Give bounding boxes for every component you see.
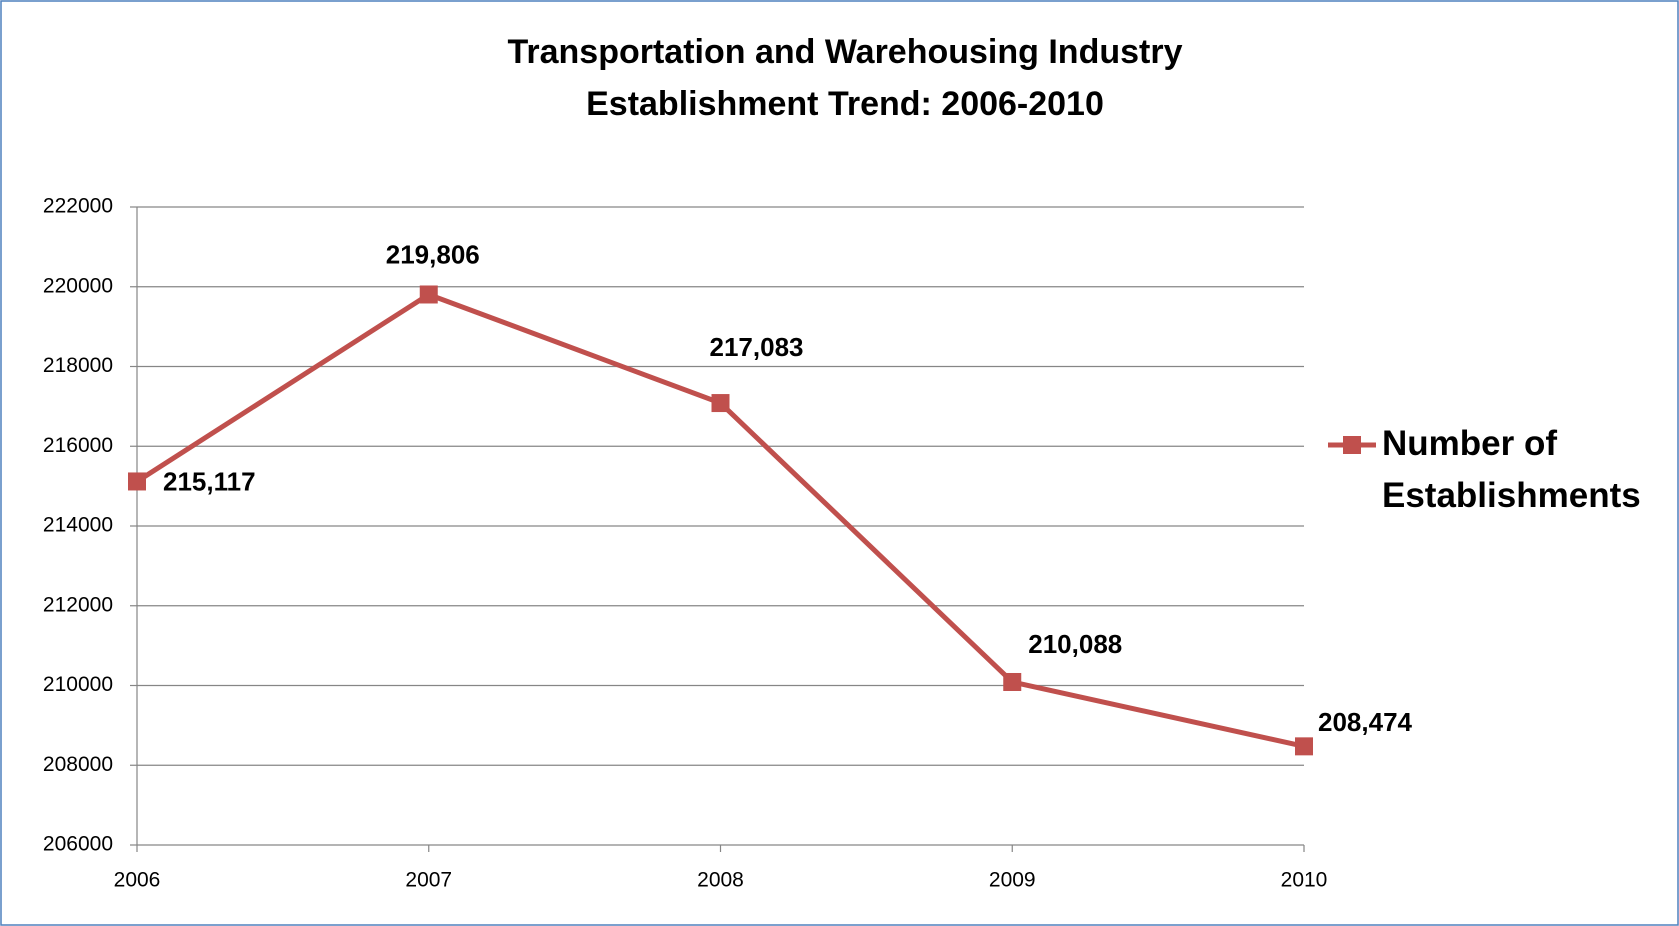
y-tick-label: 210000 — [43, 673, 113, 696]
y-tick-label: 214000 — [43, 514, 113, 537]
marker — [419, 285, 438, 304]
marker — [711, 394, 730, 413]
y-tick-label: 216000 — [43, 434, 113, 457]
marker — [1003, 672, 1022, 691]
data-label: 217,083 — [710, 332, 804, 362]
x-tick-label: 2010 — [1281, 869, 1328, 892]
y-tick-label: 206000 — [43, 833, 113, 856]
data-label: 215,117 — [163, 466, 256, 496]
chart-title: Transportation and Warehousing Industry — [507, 33, 1182, 71]
y-tick-label: 212000 — [43, 593, 113, 616]
y-tick-label: 208000 — [43, 753, 113, 776]
data-label: 210,088 — [1028, 629, 1122, 659]
x-tick-label: 2008 — [697, 869, 744, 892]
x-tick-label: 2009 — [989, 869, 1036, 892]
marker — [1295, 737, 1313, 756]
y-tick-label: 220000 — [43, 274, 113, 297]
chart-title: Establishment Trend: 2006-2010 — [586, 85, 1104, 123]
x-tick-label: 2006 — [114, 869, 161, 892]
y-tick-label: 218000 — [43, 354, 113, 377]
x-tick-label: 2007 — [405, 869, 452, 892]
legend-marker — [1343, 436, 1361, 454]
legend-label: Number of Establishments — [1382, 424, 1641, 515]
data-label: 208,474 — [1318, 707, 1413, 737]
marker — [128, 472, 146, 491]
y-tick-label: 222000 — [43, 195, 113, 218]
data-label: 219,806 — [386, 239, 480, 269]
